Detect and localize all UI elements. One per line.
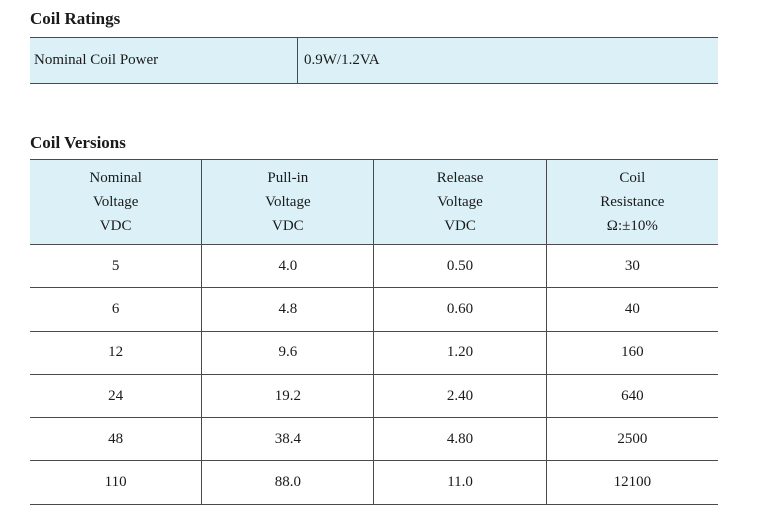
cell-nominal-voltage: 5 bbox=[30, 244, 202, 289]
coil-versions-table: Nominal Voltage VDC Pull-in Voltage VDC … bbox=[30, 159, 718, 505]
cell-nominal-voltage: 12 bbox=[30, 331, 202, 375]
table-row: 48 38.4 4.80 2500 bbox=[30, 417, 718, 462]
cell-pull-in-voltage: 88.0 bbox=[201, 460, 374, 505]
table-row: 5 4.0 0.50 30 bbox=[30, 244, 718, 289]
header-line: VDC bbox=[444, 218, 476, 234]
table-row: 6 4.8 0.60 40 bbox=[30, 287, 718, 332]
header-row: Nominal Voltage VDC Pull-in Voltage VDC … bbox=[30, 159, 718, 245]
column-header-release-voltage: Release Voltage VDC bbox=[373, 159, 547, 245]
header-line: Resistance bbox=[600, 194, 665, 210]
table-row: 110 88.0 11.0 12100 bbox=[30, 460, 718, 505]
header-line: Coil bbox=[619, 170, 646, 186]
cell-pull-in-voltage: 4.8 bbox=[201, 287, 374, 332]
table-row: Nominal Coil Power 0.9W/1.2VA bbox=[30, 37, 718, 84]
cell-nominal-voltage: 48 bbox=[30, 417, 202, 462]
table-row: 12 9.6 1.20 160 bbox=[30, 331, 718, 375]
cell-coil-resistance: 30 bbox=[545, 244, 718, 289]
cell-coil-resistance: 2500 bbox=[545, 417, 718, 462]
header-line: VDC bbox=[272, 218, 304, 234]
cell-nominal-voltage: 110 bbox=[30, 460, 202, 505]
coil-versions-title: Coil Versions bbox=[30, 133, 126, 152]
cell-coil-resistance: 160 bbox=[545, 331, 718, 375]
column-header-pull-in-voltage: Pull-in Voltage VDC bbox=[201, 159, 374, 245]
cell-coil-resistance: 12100 bbox=[545, 460, 718, 505]
cell-release-voltage: 0.50 bbox=[373, 244, 547, 289]
header-line: Nominal bbox=[89, 170, 142, 186]
coil-ratings-table: Nominal Coil Power 0.9W/1.2VA bbox=[30, 37, 718, 84]
header-line: Voltage bbox=[265, 194, 311, 210]
cell-release-voltage: 2.40 bbox=[373, 374, 547, 419]
header-line: Release bbox=[436, 170, 484, 186]
column-header-nominal-voltage: Nominal Voltage VDC bbox=[30, 159, 202, 245]
cell-coil-resistance: 640 bbox=[545, 374, 718, 419]
header-line: Voltage bbox=[437, 194, 483, 210]
rating-value: 0.9W/1.2VA bbox=[297, 37, 718, 84]
cell-pull-in-voltage: 38.4 bbox=[201, 417, 374, 462]
rating-label: Nominal Coil Power bbox=[30, 37, 298, 84]
cell-release-voltage: 11.0 bbox=[373, 460, 547, 505]
header-line: Ω:±10% bbox=[606, 218, 658, 234]
header-line: VDC bbox=[99, 218, 132, 234]
coil-ratings-title: Coil Ratings bbox=[30, 9, 121, 28]
cell-coil-resistance: 40 bbox=[545, 287, 718, 332]
cell-nominal-voltage: 24 bbox=[30, 374, 202, 419]
cell-pull-in-voltage: 19.2 bbox=[201, 374, 374, 419]
column-header-coil-resistance: Coil Resistance Ω:±10% bbox=[545, 159, 718, 245]
cell-pull-in-voltage: 9.6 bbox=[201, 331, 374, 375]
cell-release-voltage: 1.20 bbox=[373, 331, 547, 375]
cell-release-voltage: 4.80 bbox=[373, 417, 547, 462]
cell-nominal-voltage: 6 bbox=[30, 287, 202, 332]
header-line: Voltage bbox=[92, 194, 139, 210]
cell-release-voltage: 0.60 bbox=[373, 287, 547, 332]
cell-pull-in-voltage: 4.0 bbox=[201, 244, 374, 289]
header-line: Pull-in bbox=[267, 170, 309, 186]
table-row: 24 19.2 2.40 640 bbox=[30, 374, 718, 419]
